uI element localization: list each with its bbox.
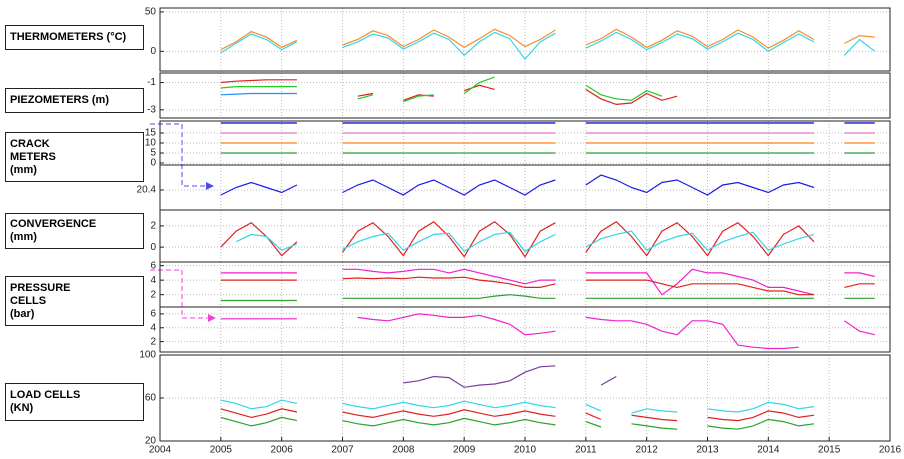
- link-arrow: [150, 123, 206, 187]
- y-tick-label: 5: [150, 148, 156, 159]
- y-tick-label: -3: [147, 104, 156, 115]
- y-tick-label: 20: [145, 436, 157, 447]
- y-tick-label: 10: [145, 138, 157, 149]
- label-line: LOAD CELLS: [10, 389, 81, 401]
- y-tick-label: 0: [150, 158, 156, 169]
- link-arrow: [150, 269, 208, 319]
- label-line: PIEZOMETERS (m): [10, 94, 110, 106]
- y-tick-label: 0: [150, 242, 156, 253]
- panel-label: CONVERGENCE (mm): [5, 213, 144, 249]
- y-tick-label: 50: [145, 7, 157, 18]
- series-line: [220, 92, 297, 96]
- x-tick-label: 2009: [453, 445, 476, 456]
- x-tick-label: 2004: [149, 445, 172, 456]
- plot-frame: [159, 209, 891, 263]
- panel-label: PIEZOMETERS (m): [5, 88, 144, 113]
- label-line: CONVERGENCE: [10, 218, 97, 230]
- series-line: [220, 276, 875, 296]
- series-line: [403, 365, 617, 388]
- label-line: THERMOMETERS (°C): [10, 31, 127, 43]
- x-tick-label: 2006: [271, 445, 294, 456]
- x-tick-label: 2015: [818, 445, 841, 456]
- series-line: [221, 417, 845, 429]
- series-line: [220, 220, 815, 258]
- series-line: [220, 31, 876, 61]
- x-tick-label: 2012: [636, 445, 659, 456]
- x-tick-label: 2005: [210, 445, 233, 456]
- x-tick-label: 2011: [575, 445, 597, 456]
- plot-frame: [159, 7, 891, 72]
- x-tick-label: 2014: [757, 445, 780, 456]
- panel-label: THERMOMETERS (°C): [5, 25, 144, 50]
- label-line: CRACK: [10, 137, 50, 150]
- series-line: [220, 79, 678, 106]
- series-line: [221, 175, 845, 195]
- series-line: [220, 313, 875, 350]
- label-line: PRESSURE: [10, 281, 71, 294]
- y-tick-label: 15: [145, 128, 157, 139]
- y-tick-label: 4: [150, 322, 156, 333]
- label-line: CELLS: [10, 294, 47, 307]
- y-tick-label: 2: [150, 336, 156, 347]
- panel-label: LOAD CELLS (KN): [5, 383, 144, 421]
- y-tick-label: 0: [150, 46, 156, 57]
- label-line: (KN): [10, 402, 34, 414]
- series-line: [236, 231, 844, 251]
- x-tick-label: 2013: [696, 445, 719, 456]
- y-tick-label: 2: [150, 221, 156, 232]
- x-tick-label: 2016: [879, 445, 902, 456]
- plot-frame: [159, 72, 891, 119]
- series-line: [220, 294, 875, 302]
- y-tick-label: 6: [150, 260, 156, 271]
- x-tick-label: 2010: [514, 445, 537, 456]
- series-line: [220, 76, 663, 103]
- arrow-head: [208, 314, 216, 322]
- series-line: [221, 409, 845, 421]
- y-tick-label: 100: [139, 350, 156, 361]
- panel-label: CRACK METERS (mm): [5, 132, 144, 182]
- label-line: METERS: [10, 150, 56, 163]
- y-tick-label: 6: [150, 309, 156, 320]
- arrow-head: [206, 182, 214, 190]
- y-tick-label: -1: [147, 77, 156, 88]
- y-tick-label: 4: [150, 275, 156, 286]
- x-tick-label: 2007: [331, 445, 354, 456]
- label-line: (bar): [10, 307, 35, 320]
- y-tick-label: 60: [145, 393, 157, 404]
- label-line: (mm): [10, 231, 37, 243]
- x-tick-label: 2008: [392, 445, 415, 456]
- series-line: [220, 268, 875, 296]
- plot-frame: [159, 306, 891, 353]
- series-line: [221, 400, 845, 413]
- y-tick-label: 2: [150, 289, 156, 300]
- panel-label: PRESSURE CELLS (bar): [5, 276, 144, 326]
- series-line: [220, 28, 875, 51]
- label-line: (mm): [10, 163, 37, 176]
- y-tick-label: 20.4: [137, 185, 157, 196]
